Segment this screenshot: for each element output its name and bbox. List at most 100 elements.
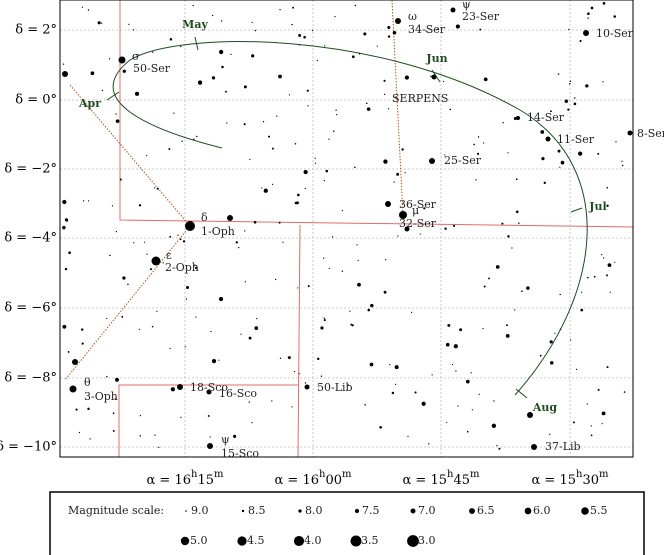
star xyxy=(543,181,546,185)
star xyxy=(425,30,427,32)
star xyxy=(298,373,300,375)
star xyxy=(583,30,589,36)
star-label: 36-Ser xyxy=(399,198,437,211)
star xyxy=(621,160,623,162)
star xyxy=(196,135,198,138)
star xyxy=(483,285,486,288)
star xyxy=(364,404,366,406)
star xyxy=(89,438,91,440)
star xyxy=(75,408,78,411)
star xyxy=(471,409,473,411)
star xyxy=(220,20,223,22)
star xyxy=(109,254,111,257)
star xyxy=(341,209,344,212)
star xyxy=(323,319,326,322)
star xyxy=(282,241,284,243)
star xyxy=(210,330,212,333)
star xyxy=(385,259,387,261)
star xyxy=(238,247,240,249)
star xyxy=(291,406,293,408)
star xyxy=(67,351,70,353)
star xyxy=(466,430,469,433)
month-label: Aug xyxy=(532,401,558,414)
legend-box xyxy=(49,491,645,555)
star xyxy=(451,363,454,366)
star xyxy=(303,170,308,175)
month-label: Apr xyxy=(78,97,101,110)
star xyxy=(496,444,498,447)
star xyxy=(211,76,216,80)
ecliptic xyxy=(106,36,588,399)
star xyxy=(431,74,437,80)
magnitude-label: 8.0 xyxy=(305,504,323,517)
star xyxy=(369,362,374,367)
star xyxy=(550,361,554,365)
star xyxy=(193,138,195,140)
ra-part: m xyxy=(470,469,480,480)
star xyxy=(253,220,257,224)
star xyxy=(336,114,338,116)
star xyxy=(243,123,246,126)
star xyxy=(211,358,217,364)
star xyxy=(106,317,108,320)
star xyxy=(307,105,309,107)
star xyxy=(569,82,571,85)
star xyxy=(112,429,115,432)
star xyxy=(87,407,90,411)
star xyxy=(557,149,561,153)
star xyxy=(442,80,445,83)
star xyxy=(387,35,391,38)
star xyxy=(307,285,310,288)
star xyxy=(325,169,329,173)
star xyxy=(354,4,357,7)
star xyxy=(233,434,237,438)
star xyxy=(256,317,258,320)
star xyxy=(587,17,589,19)
star xyxy=(423,207,426,210)
star-label: 11-Ser xyxy=(557,133,595,146)
star xyxy=(298,34,302,37)
star xyxy=(482,327,484,330)
star xyxy=(518,222,520,225)
star xyxy=(81,342,84,345)
star xyxy=(590,434,593,437)
star xyxy=(156,187,159,190)
star xyxy=(560,160,565,165)
ra-label: α = 15h30m xyxy=(532,469,609,488)
star xyxy=(62,71,68,77)
star xyxy=(483,77,488,82)
star xyxy=(248,336,252,340)
star xyxy=(478,393,480,396)
star-label: 37-Lib xyxy=(545,440,581,453)
star xyxy=(573,102,577,106)
star xyxy=(64,267,68,271)
star xyxy=(62,225,66,230)
ra-part: m xyxy=(342,469,352,480)
star xyxy=(567,108,570,111)
star xyxy=(115,230,118,233)
star xyxy=(493,400,495,402)
star xyxy=(262,121,265,123)
star xyxy=(606,366,609,369)
month-label: Jul xyxy=(588,200,606,213)
star xyxy=(383,290,387,294)
star xyxy=(207,415,210,417)
star xyxy=(154,434,156,436)
star xyxy=(396,172,400,176)
dec-label: δ = −2° xyxy=(4,162,57,177)
star xyxy=(401,148,404,151)
legend-title: Magnitude scale: xyxy=(68,504,164,517)
star xyxy=(230,53,232,56)
star xyxy=(143,241,146,243)
star xyxy=(559,166,561,168)
star xyxy=(455,370,457,372)
star xyxy=(173,112,175,114)
star xyxy=(106,375,108,378)
star xyxy=(218,296,224,302)
star xyxy=(298,44,301,46)
star-label: 16-Sco xyxy=(219,387,257,400)
dec-label: δ = 0° xyxy=(15,93,57,108)
star xyxy=(244,230,246,232)
star xyxy=(297,193,300,197)
star xyxy=(387,108,390,110)
